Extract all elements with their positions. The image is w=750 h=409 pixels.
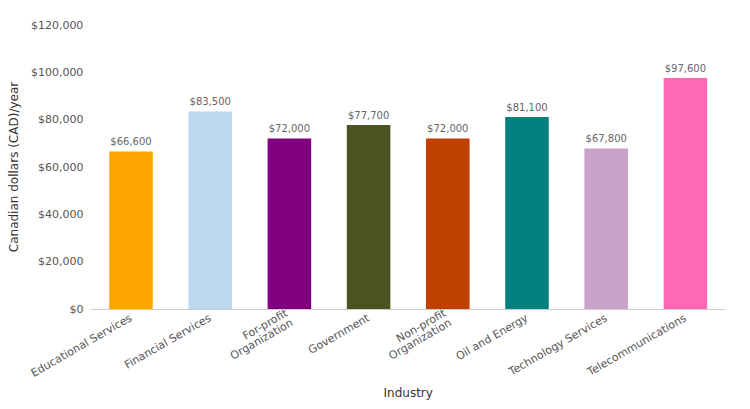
svg-text:Canadian dollars (CAD)/year: Canadian dollars (CAD)/year: [7, 82, 21, 252]
svg-text:$40,000: $40,000: [38, 208, 84, 221]
svg-text:$72,000: $72,000: [269, 123, 310, 134]
svg-text:Oil and Energy: Oil and Energy: [454, 311, 531, 363]
svg-text:$60,000: $60,000: [38, 161, 84, 174]
svg-text:Industry: Industry: [384, 386, 433, 400]
svg-text:$80,000: $80,000: [38, 113, 84, 126]
svg-text:Telecommunications: Telecommunications: [584, 311, 689, 379]
svg-text:$0: $0: [69, 303, 83, 316]
svg-text:Organization: Organization: [228, 316, 295, 362]
svg-text:$100,000: $100,000: [31, 66, 84, 79]
svg-text:Educational Services: Educational Services: [29, 311, 135, 380]
svg-text:$120,000: $120,000: [31, 19, 84, 32]
svg-text:Financial Services: Financial Services: [122, 311, 214, 371]
svg-text:$67,800: $67,800: [586, 133, 627, 144]
svg-text:$77,700: $77,700: [348, 110, 389, 121]
svg-text:Organization: Organization: [386, 316, 453, 362]
svg-text:For-profit: For-profit: [240, 306, 290, 343]
svg-text:$97,600: $97,600: [665, 63, 706, 74]
svg-text:$66,600: $66,600: [110, 136, 151, 147]
svg-text:$81,100: $81,100: [506, 102, 547, 113]
svg-text:Government: Government: [306, 311, 372, 357]
svg-text:Non-profit: Non-profit: [394, 306, 449, 346]
svg-text:$20,000: $20,000: [38, 255, 84, 268]
svg-text:Technology Services: Technology Services: [506, 311, 610, 379]
svg-text:$83,500: $83,500: [190, 96, 231, 107]
svg-text:$72,000: $72,000: [427, 123, 468, 134]
